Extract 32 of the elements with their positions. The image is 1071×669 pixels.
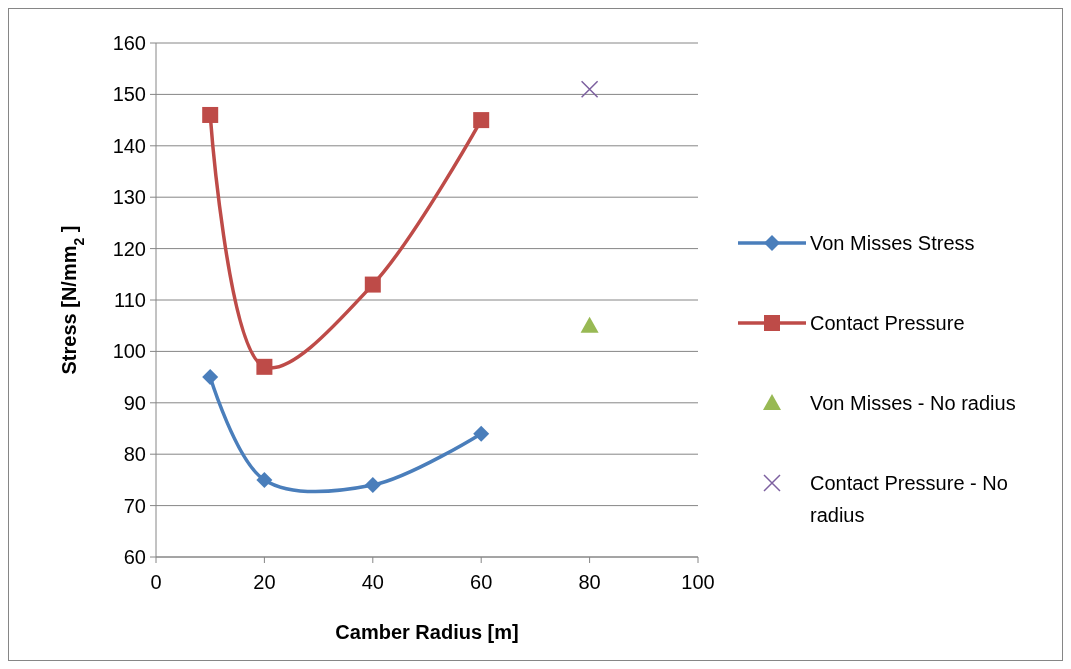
legend-label: Contact Pressure (810, 312, 965, 334)
x-axis-title: Camber Radius [m] (335, 621, 519, 643)
y-tick-label: 80 (123, 443, 146, 466)
point (256, 358, 273, 375)
point (202, 106, 219, 123)
point (202, 369, 219, 386)
point (580, 80, 599, 99)
y-tick-label: 110 (114, 289, 146, 311)
y-tick-label: 130 (112, 186, 146, 209)
y-tick-label: 90 (123, 391, 146, 414)
point (473, 425, 490, 442)
x-tick-label: 80 (578, 571, 601, 593)
legend-label: Von Misses - No radius (810, 392, 1016, 414)
point (364, 276, 381, 293)
y-tick-label: 70 (123, 494, 146, 517)
point (364, 477, 381, 494)
x-tick-label: 100 (681, 571, 715, 593)
y-tick-label: 140 (112, 134, 146, 157)
x-tick-label: 60 (470, 571, 493, 593)
y-tick-label: 60 (123, 546, 146, 568)
y-tick-label: 120 (112, 237, 146, 260)
x-tick-label: 20 (253, 571, 276, 593)
point (580, 316, 599, 333)
y-tick-label: 150 (112, 83, 146, 106)
legend-label: Von Misses Stress (810, 232, 975, 254)
point (256, 471, 273, 488)
x-tick-label: 40 (361, 571, 384, 593)
x-tick-label: 0 (150, 571, 162, 593)
legend-label: Contact Pressure - No radius (810, 472, 1008, 526)
y-tick-label: 100 (112, 340, 146, 363)
y-tick-label: 160 (112, 32, 146, 54)
point (473, 112, 490, 129)
